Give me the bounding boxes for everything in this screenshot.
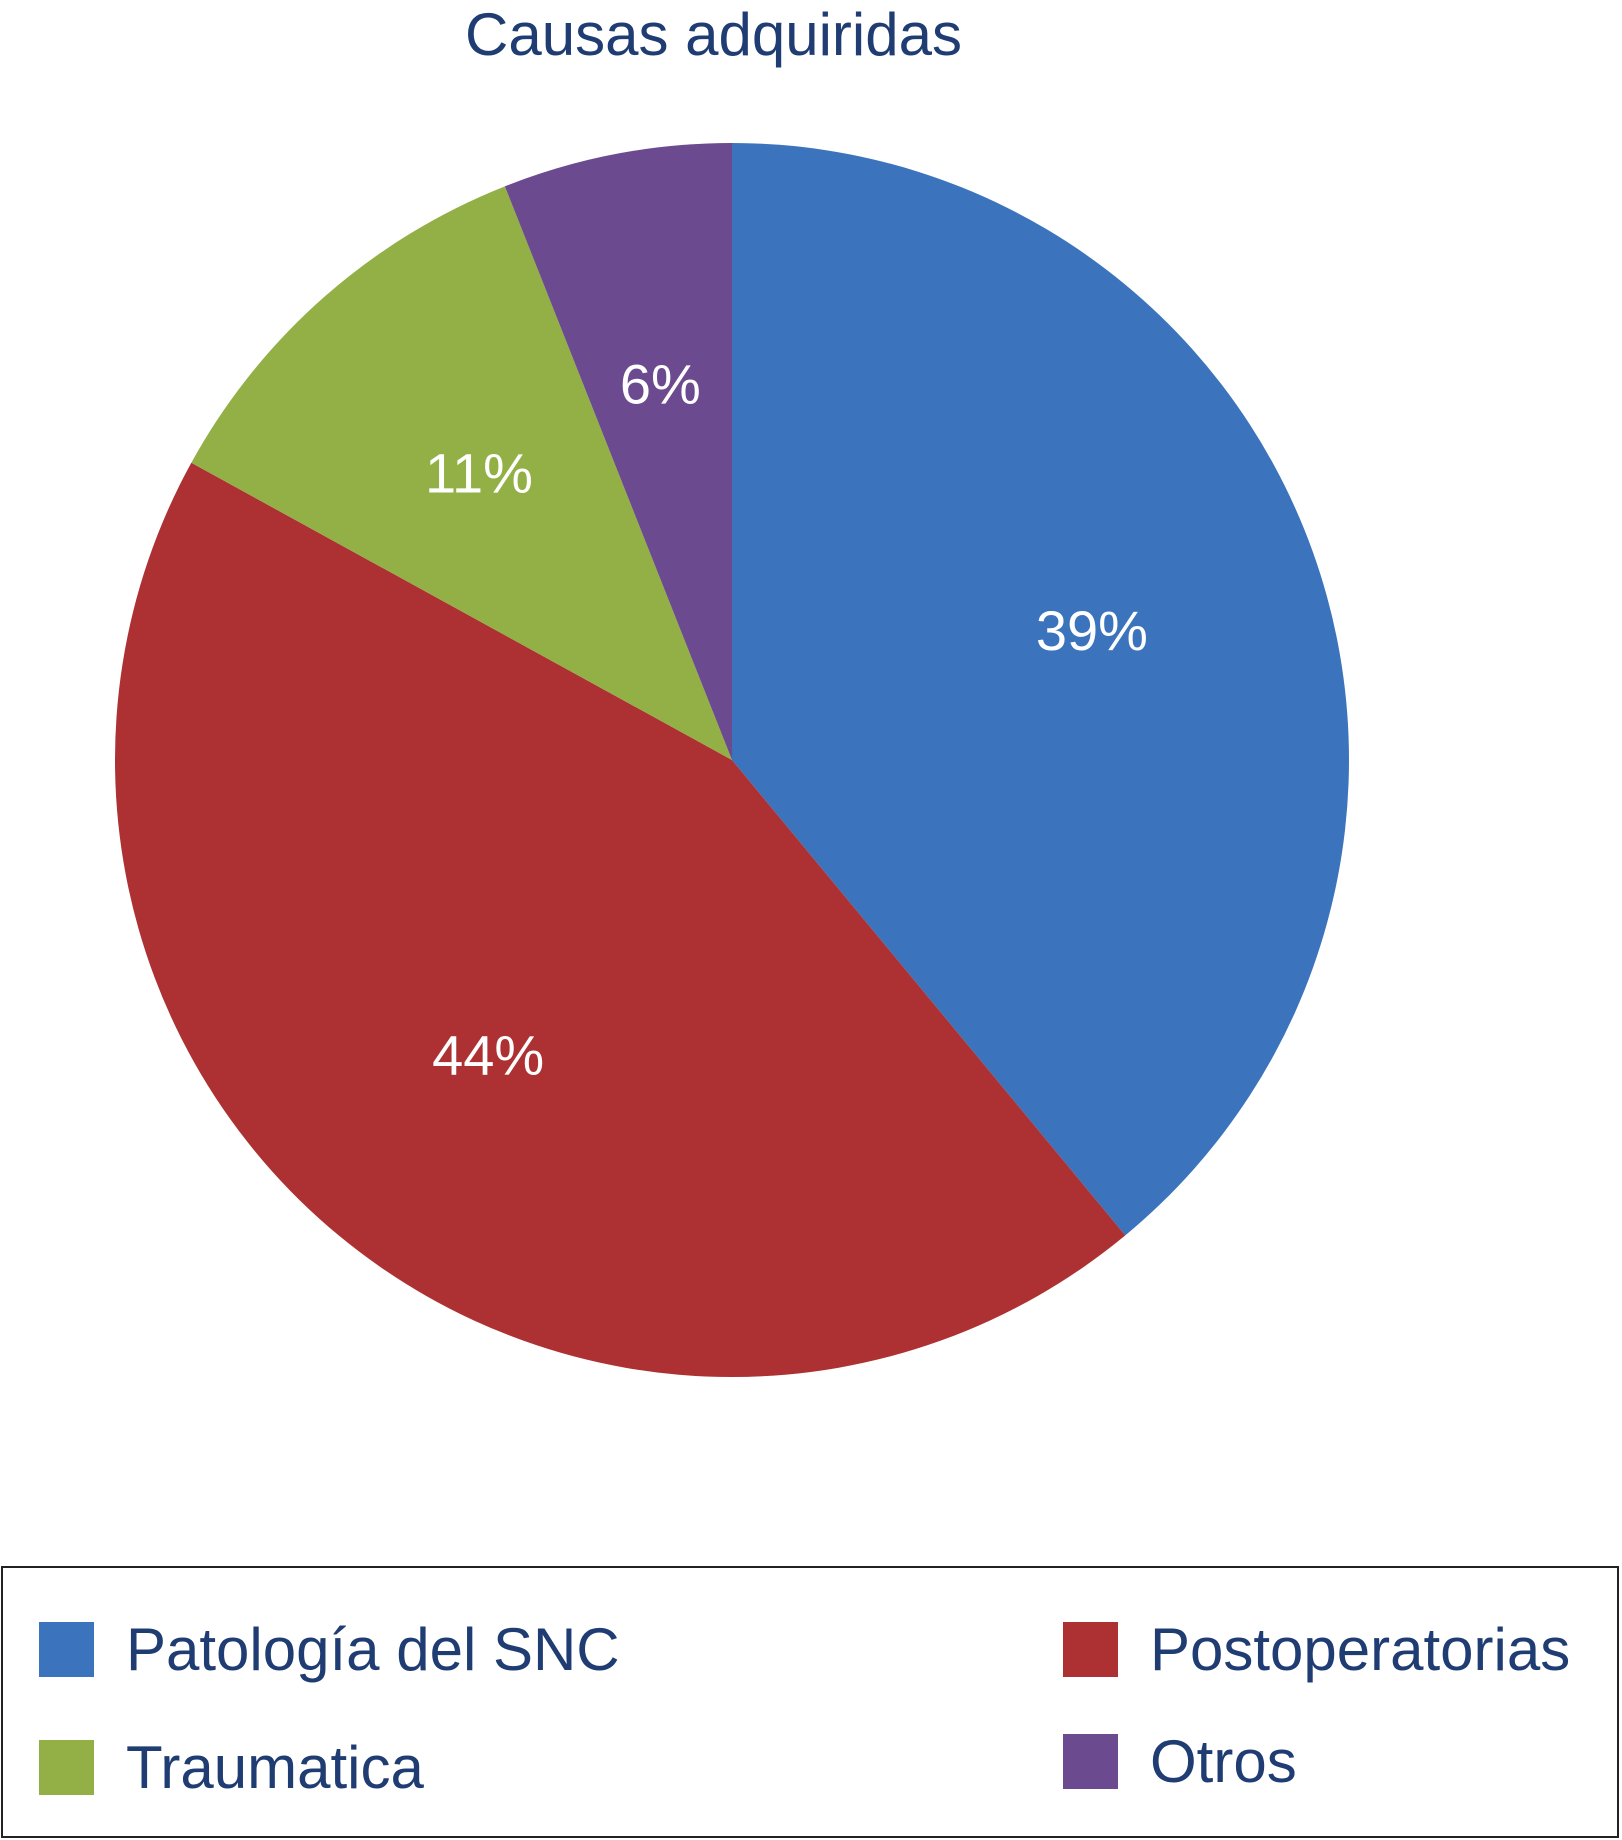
legend-label-otros: Otros [1150,1727,1297,1795]
legend-swatch-traumatica [39,1739,94,1795]
pie-slice-patologia [732,143,1349,1236]
legend-item-otros: Otros [1063,1726,1297,1796]
slice-label-postoperatorias: 44% [432,1023,544,1086]
legend-label-traumatica: Traumatica [126,1733,424,1801]
legend-swatch-patologia [39,1621,94,1677]
legend-label-postoperatorias: Postoperatorias [1150,1615,1571,1683]
legend-swatch-otros [1063,1733,1118,1789]
legend-label-patologia: Patología del SNC [126,1615,620,1683]
pie-chart: 39% 44% 11% 6% [114,143,1349,1378]
pie-slice-otros [504,143,732,760]
chart-title: Causas adquiridas [465,1,962,68]
legend-item-patologia: Patología del SNC [39,1614,620,1684]
legend-item-traumatica: Traumatica [39,1732,424,1802]
slice-label-traumatica: 11% [425,442,533,505]
slice-label-patologia: 39% [1036,599,1148,662]
pie-slice-traumatica [191,186,732,761]
legend-swatch-postoperatorias [1063,1621,1118,1677]
pie-slice-postoperatorias [114,462,1126,1378]
legend: Patología del SNC Postoperatorias Trauma… [1,1566,1619,1838]
slice-label-otros: 6% [620,353,701,416]
legend-item-postoperatorias: Postoperatorias [1063,1614,1570,1684]
